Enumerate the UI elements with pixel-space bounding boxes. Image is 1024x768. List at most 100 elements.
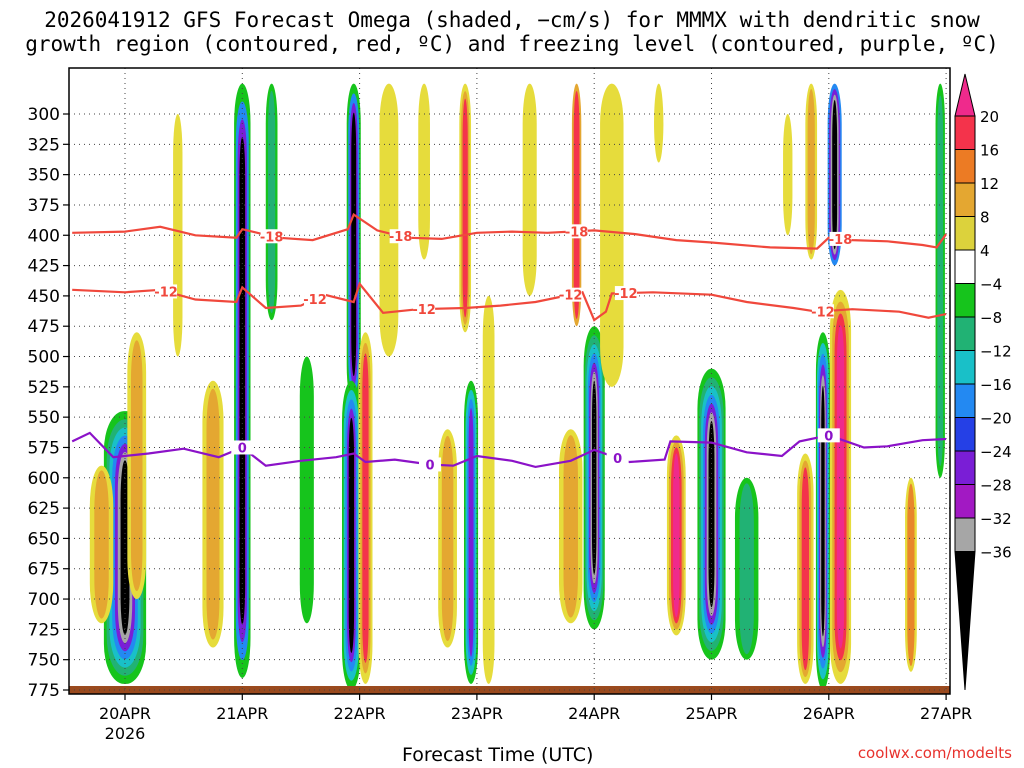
dgz-bottom-label-0: -12 bbox=[154, 285, 178, 300]
omega-cell-10-yellow bbox=[379, 83, 399, 357]
omega-cell-33-yellow bbox=[783, 114, 793, 236]
y-tick-label-575: 575 bbox=[28, 438, 60, 458]
omega-cell-16-orange bbox=[563, 435, 578, 618]
omega-cell-6-green bbox=[299, 356, 314, 624]
colorbar-swatch-7 bbox=[954, 350, 976, 385]
chart-title-line-2: growth region (contoured, red, ºC) and f… bbox=[25, 32, 999, 56]
omega-cell-2-orange bbox=[130, 340, 143, 592]
omega-cell-11-red bbox=[462, 98, 468, 318]
colorbar-swatch-9 bbox=[954, 417, 976, 452]
colorbar-swatch-10 bbox=[954, 450, 976, 485]
y-tick-label-750: 750 bbox=[28, 651, 60, 671]
omega-cell-23-pink bbox=[836, 325, 845, 649]
omega-cell-24-red bbox=[801, 467, 809, 671]
colorbar-label-9: −20 bbox=[980, 410, 1012, 428]
y-tick-label-450: 450 bbox=[28, 287, 60, 307]
x-tick-label-27APR: 27APR bbox=[920, 704, 972, 723]
omega-shading-layer bbox=[89, 83, 945, 690]
y-tick-label-625: 625 bbox=[28, 499, 60, 519]
omega-cell-3-black bbox=[239, 137, 246, 625]
x-axis-title: Forecast Time (UTC) bbox=[402, 744, 594, 766]
y-tick-label-375: 375 bbox=[28, 196, 60, 216]
y-tick-label-775: 775 bbox=[28, 681, 60, 701]
y-tick-label-700: 700 bbox=[28, 590, 60, 610]
colorbar-label-6: −8 bbox=[980, 309, 1002, 327]
y-tick-label-550: 550 bbox=[28, 408, 60, 428]
colorbar-swatch-6 bbox=[954, 316, 976, 351]
dgz-bottom-label-bg-4 bbox=[614, 286, 637, 301]
colorbar-swatch-4 bbox=[954, 249, 976, 284]
freezing-level-label-bg-3 bbox=[817, 428, 840, 443]
colorbar-label-1: 16 bbox=[980, 142, 999, 160]
omega-cell-22-black bbox=[821, 385, 825, 637]
y-tick-label-675: 675 bbox=[28, 560, 60, 580]
colorbar-label-0: 20 bbox=[980, 108, 999, 126]
x-tick-label-24APR: 24APR bbox=[568, 704, 620, 723]
freezing-level-label-0: 0 bbox=[238, 441, 247, 456]
omega-cell-19-black bbox=[708, 421, 715, 608]
contour-label-layer: -18 -18 -18 -18 -12 -12 -12 -12 -12 -12 0 0 0 0 bbox=[154, 224, 852, 473]
colorbar-swatch-1 bbox=[954, 149, 976, 184]
freezing-level-label-3: 0 bbox=[824, 429, 833, 444]
colorbar-swatch-12 bbox=[954, 517, 976, 552]
dgz-bottom-contour bbox=[72, 281, 947, 322]
freezing-level-label-bg-1 bbox=[418, 457, 441, 472]
y-axis: 300 325 350 375 400 425 450 475 500 525 550 575 600 6… bbox=[28, 105, 69, 701]
omega-cell-9-red bbox=[362, 353, 369, 663]
x-tick-label-21APR: 21APR bbox=[216, 704, 268, 723]
x-tick-label-20APR: 20APR bbox=[99, 704, 151, 723]
colorbar-swatch-2 bbox=[954, 182, 976, 217]
dgz-top-label-3: -18 bbox=[829, 233, 853, 248]
omega-cell-13-orange bbox=[441, 435, 454, 642]
colorbar-swatch-0 bbox=[954, 115, 976, 150]
omega-cell-21-teal bbox=[739, 483, 754, 655]
chart-title-line-1: 2026041912 GFS Forecast Omega (shaded, −… bbox=[44, 8, 980, 32]
omega-cell-20-pink bbox=[673, 453, 680, 618]
x-tick-label-23APR: 23APR bbox=[451, 704, 503, 723]
dgz-top-label-0: -18 bbox=[260, 230, 284, 245]
y-tick-label-500: 500 bbox=[28, 348, 60, 368]
y-tick-label-325: 325 bbox=[28, 135, 60, 155]
plot-frame bbox=[68, 67, 951, 695]
colorbar-swatch-5 bbox=[954, 283, 976, 318]
freezing-level-label-bg-0 bbox=[231, 440, 254, 455]
dgz-bottom-label-1: -12 bbox=[303, 293, 327, 308]
colorbar-swatch-8 bbox=[954, 383, 976, 418]
omega-cell-4-teal bbox=[268, 90, 276, 314]
colorbar-swatch-11 bbox=[954, 484, 976, 519]
freezing-level-label-1: 0 bbox=[425, 458, 434, 473]
omega-cell-5-orange bbox=[206, 388, 220, 640]
dgz-bottom-label-bg-3 bbox=[559, 287, 582, 302]
omega-cell-1-orange bbox=[94, 470, 109, 619]
x-tick-sublabel-year: 2026 bbox=[105, 724, 146, 743]
dgz-bottom-label-bg-0 bbox=[155, 284, 178, 299]
dgz-bottom-label-3: -12 bbox=[559, 289, 583, 304]
colorbar-label-8: −16 bbox=[980, 376, 1012, 394]
y-tick-label-475: 475 bbox=[28, 317, 60, 337]
omega-cell-27-darkorange bbox=[907, 483, 915, 666]
colorbar-label-2: 12 bbox=[980, 175, 999, 193]
dgz-top-label-1: -18 bbox=[389, 230, 413, 245]
dgz-top-label-2: -18 bbox=[565, 225, 589, 240]
y-tick-label-650: 650 bbox=[28, 529, 60, 549]
freezing-level-label-bg-2 bbox=[606, 450, 629, 465]
y-tick-label-600: 600 bbox=[28, 469, 60, 489]
omega-cell-0-black bbox=[120, 460, 130, 635]
colorbar-label-7: −12 bbox=[980, 343, 1012, 361]
colorbar-label-11: −28 bbox=[980, 477, 1012, 495]
omega-cell-32-yellow bbox=[654, 83, 664, 163]
dgz-top-label-bg-2 bbox=[565, 224, 588, 239]
colorbar-label-4: 4 bbox=[980, 242, 990, 260]
x-tick-label-22APR: 22APR bbox=[334, 704, 386, 723]
omega-cell-30-yellow bbox=[418, 83, 430, 260]
y-tick-label-300: 300 bbox=[28, 105, 60, 125]
dgz-top-label-bg-0 bbox=[260, 229, 283, 244]
x-tick-label-26APR: 26APR bbox=[803, 704, 855, 723]
credit-text: coolwx.com/modelts bbox=[857, 744, 1012, 762]
colorbar-swatch-3 bbox=[954, 216, 976, 251]
omega-cell-12-violet bbox=[468, 408, 474, 657]
y-tick-label-725: 725 bbox=[28, 620, 60, 640]
dgz-top-label-bg-3 bbox=[829, 231, 852, 246]
dgz-bottom-label-2: -12 bbox=[412, 303, 436, 318]
